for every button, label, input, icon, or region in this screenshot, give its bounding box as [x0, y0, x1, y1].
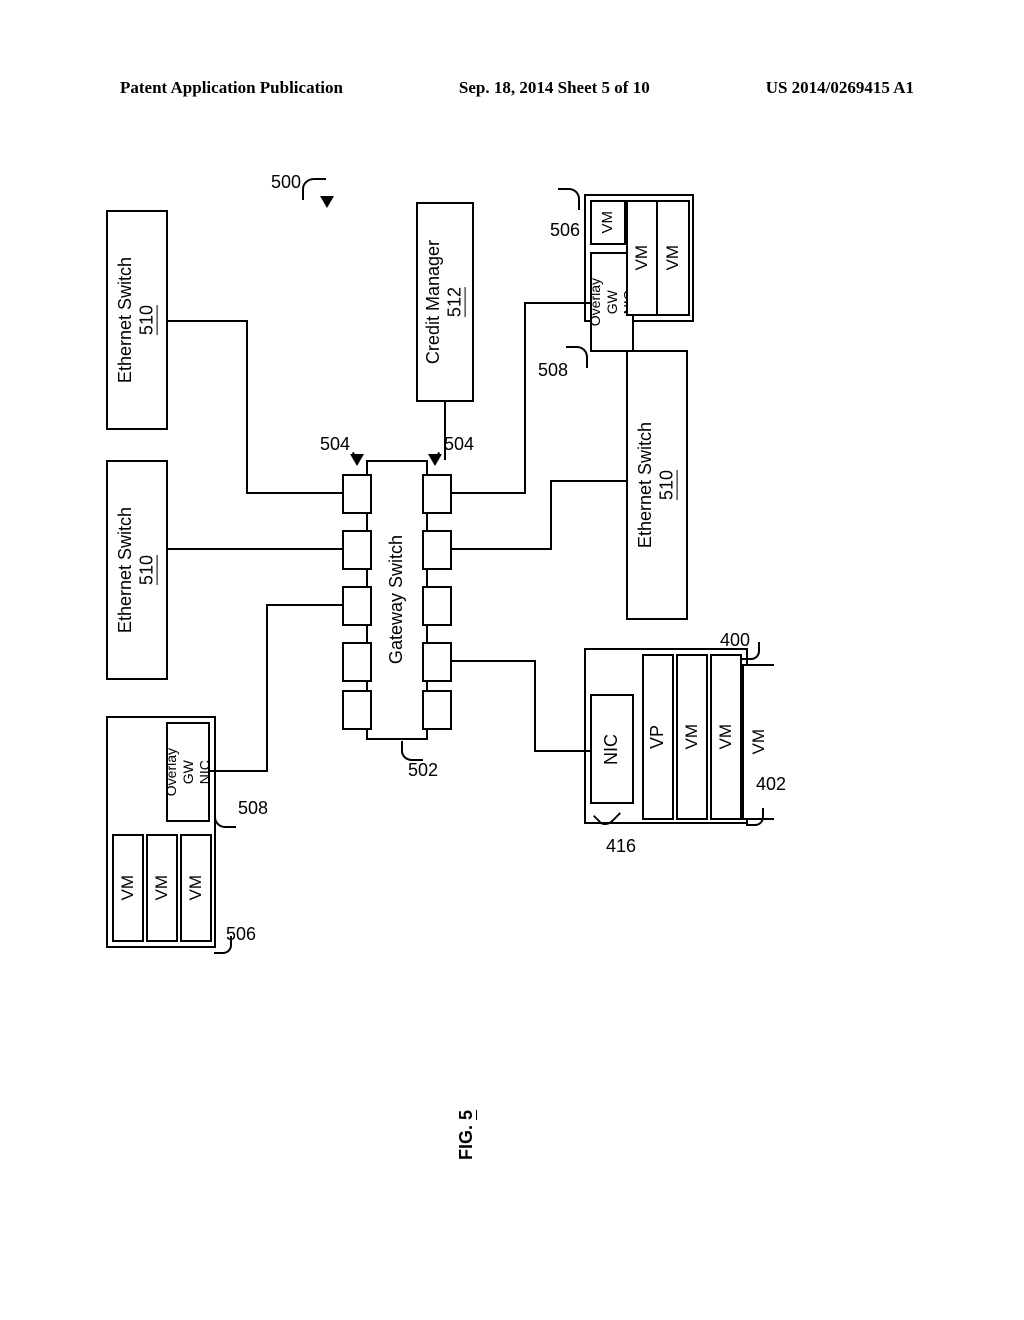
- gateway-port: [342, 642, 372, 682]
- ref-curve: [214, 936, 232, 954]
- ref-curve: [401, 741, 423, 761]
- gateway-port: [422, 530, 452, 570]
- wire: [168, 548, 342, 550]
- overlay-gw-nic-box: Overlay GW NIC: [166, 722, 210, 822]
- ref-curve: [214, 806, 236, 828]
- ref-504: 504: [320, 434, 350, 455]
- gateway-port: [342, 690, 372, 730]
- gateway-port: [422, 642, 452, 682]
- vm-box: VM: [710, 654, 742, 820]
- wire: [550, 480, 552, 550]
- credit-manager-label: Credit Manager 512: [423, 240, 466, 364]
- gateway-port: [342, 474, 372, 514]
- gateway-port: [422, 586, 452, 626]
- ref-416: 416: [606, 836, 636, 857]
- wire: [266, 604, 342, 606]
- vp-label: VP: [647, 725, 669, 749]
- figure-diagram: Gateway Switch Credit Manager 512 Ethern…: [106, 190, 806, 960]
- wire: [524, 302, 590, 304]
- wire: [210, 770, 268, 772]
- ethernet-switch-box: Ethernet Switch 510: [106, 460, 168, 680]
- ethernet-switch-label: Ethernet Switch 510: [635, 422, 678, 548]
- wire: [168, 320, 248, 322]
- vm-box: VM: [626, 200, 658, 316]
- wire: [452, 660, 536, 662]
- wire: [452, 492, 526, 494]
- figure-label: FIG. 5: [456, 1110, 478, 1167]
- gateway-port: [422, 474, 452, 514]
- ref-402: 402: [756, 774, 786, 795]
- vm-box: VM: [676, 654, 708, 820]
- credit-manager-box: Credit Manager 512: [416, 202, 474, 402]
- fig-num: 5: [456, 1110, 476, 1120]
- ref-curve: [566, 346, 588, 368]
- wire: [534, 660, 536, 752]
- ethernet-switch-label: Ethernet Switch 510: [115, 507, 158, 633]
- ethernet-switch-box: Ethernet Switch 510: [106, 210, 168, 430]
- ref-curve: [742, 642, 760, 660]
- gateway-switch-box: Gateway Switch: [366, 460, 428, 740]
- wire: [550, 480, 626, 482]
- ref-500: 500: [271, 172, 301, 193]
- wire: [452, 548, 552, 550]
- gateway-port: [342, 586, 372, 626]
- gateway-switch-label: Gateway Switch: [386, 535, 408, 664]
- header-center: Sep. 18, 2014 Sheet 5 of 10: [459, 78, 650, 98]
- header-right: US 2014/0269415 A1: [766, 78, 914, 98]
- credit-manager-text: Credit Manager: [423, 240, 443, 364]
- fig-prefix: FIG.: [456, 1120, 476, 1160]
- nic-box: NIC: [590, 694, 634, 804]
- ref-502: 502: [408, 760, 438, 781]
- ref-curve: [746, 808, 764, 826]
- overlay-gw-nic-label: Overlay GW NIC: [163, 748, 213, 796]
- wire: [534, 750, 590, 752]
- vm-box: VM: [590, 200, 626, 245]
- nic-label: NIC: [601, 734, 623, 765]
- ethernet-switch-label: Ethernet Switch 510: [115, 257, 158, 383]
- vp-box: VP: [642, 654, 674, 820]
- ethernet-switch-box: Ethernet Switch 510: [626, 350, 688, 620]
- vm-box: VM: [658, 200, 690, 316]
- vm-box: VM: [146, 834, 178, 942]
- wire: [246, 320, 248, 494]
- ref-504: 504: [444, 434, 474, 455]
- credit-manager-ref: 512: [445, 287, 465, 317]
- wire: [524, 302, 526, 494]
- ref-506: 506: [550, 220, 580, 241]
- wire: [266, 604, 268, 772]
- header-left: Patent Application Publication: [120, 78, 343, 98]
- ref-curve: [558, 188, 580, 210]
- vm-box: VM: [742, 664, 774, 820]
- gateway-port: [422, 690, 452, 730]
- ref-508: 508: [538, 360, 568, 381]
- vm-box: VM: [180, 834, 212, 942]
- gateway-port: [342, 530, 372, 570]
- wire: [246, 492, 342, 494]
- vm-box: VM: [112, 834, 144, 942]
- ref-508: 508: [238, 798, 268, 819]
- page-header: Patent Application Publication Sep. 18, …: [0, 78, 1024, 98]
- arrow-head-icon: [320, 196, 334, 208]
